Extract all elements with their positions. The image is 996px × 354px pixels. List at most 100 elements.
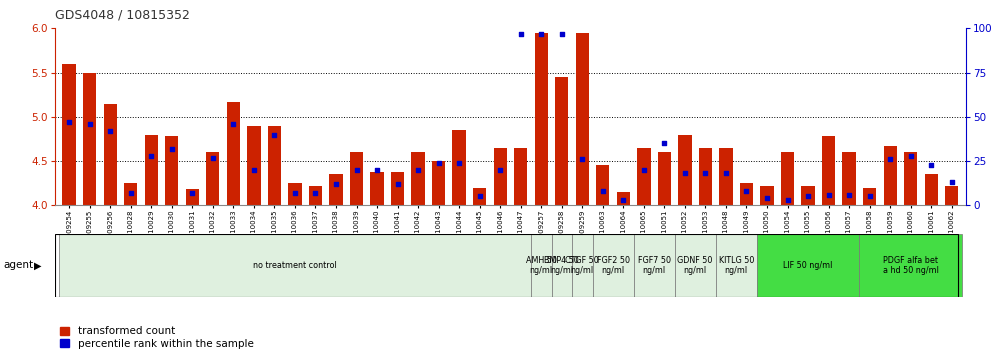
Point xyxy=(82,121,98,127)
Point xyxy=(472,194,488,199)
Bar xyxy=(185,189,199,205)
Bar xyxy=(757,234,860,297)
Bar xyxy=(657,152,671,205)
Text: PDGF alfa bet
a hd 50 ng/ml: PDGF alfa bet a hd 50 ng/ml xyxy=(882,256,938,275)
Bar xyxy=(165,136,178,205)
Bar xyxy=(63,64,76,205)
Point xyxy=(718,171,734,176)
Bar xyxy=(924,175,938,205)
Point xyxy=(513,31,529,36)
Point xyxy=(308,190,324,196)
Point xyxy=(103,128,119,134)
Point xyxy=(287,190,303,196)
Bar xyxy=(452,130,466,205)
Bar xyxy=(309,186,322,205)
Bar xyxy=(371,172,383,205)
Point xyxy=(246,167,262,173)
Bar xyxy=(473,188,486,205)
Point xyxy=(575,156,591,162)
Bar xyxy=(390,172,404,205)
Point xyxy=(61,119,77,125)
Bar xyxy=(637,148,650,205)
Legend: transformed count, percentile rank within the sample: transformed count, percentile rank withi… xyxy=(60,326,254,349)
Bar xyxy=(863,188,876,205)
Bar xyxy=(411,152,424,205)
Point xyxy=(821,192,837,198)
Point xyxy=(370,167,385,173)
Bar xyxy=(535,33,548,205)
Text: CTGF 50
ng/ml: CTGF 50 ng/ml xyxy=(566,256,600,275)
Point xyxy=(635,167,651,173)
Bar xyxy=(678,135,691,205)
Point xyxy=(759,195,775,201)
Point xyxy=(882,156,898,162)
Bar xyxy=(716,234,757,297)
Text: GDNF 50
ng/ml: GDNF 50 ng/ml xyxy=(677,256,713,275)
Point xyxy=(902,153,918,159)
Point xyxy=(492,167,508,173)
Bar xyxy=(493,148,507,205)
Point xyxy=(800,194,816,199)
Point xyxy=(451,160,467,166)
Bar xyxy=(247,126,261,205)
Bar xyxy=(740,183,753,205)
Bar xyxy=(350,152,364,205)
Bar xyxy=(633,234,674,297)
Text: FGF7 50
ng/ml: FGF7 50 ng/ml xyxy=(637,256,670,275)
Bar xyxy=(268,126,281,205)
Text: GDS4048 / 10815352: GDS4048 / 10815352 xyxy=(55,9,189,22)
Point xyxy=(554,31,570,36)
Text: no treatment control: no treatment control xyxy=(253,261,337,270)
Text: ▶: ▶ xyxy=(34,261,42,270)
Bar xyxy=(822,136,836,205)
Bar xyxy=(883,146,896,205)
Point xyxy=(842,192,858,198)
Bar xyxy=(552,234,572,297)
Point xyxy=(738,188,754,194)
Text: FGF2 50
ng/ml: FGF2 50 ng/ml xyxy=(597,256,629,275)
Text: agent: agent xyxy=(3,261,33,270)
Point xyxy=(677,171,693,176)
Point xyxy=(430,160,446,166)
Bar xyxy=(904,152,917,205)
Point xyxy=(780,197,796,203)
Bar xyxy=(288,183,302,205)
Point xyxy=(225,121,241,127)
Point xyxy=(656,141,672,146)
Point xyxy=(923,162,939,167)
Bar xyxy=(674,234,716,297)
Bar xyxy=(597,166,610,205)
Bar xyxy=(781,152,794,205)
Point xyxy=(616,197,631,203)
Point xyxy=(163,146,179,152)
Bar xyxy=(555,77,569,205)
Bar xyxy=(83,73,97,205)
Text: LIF 50 ng/ml: LIF 50 ng/ml xyxy=(784,261,833,270)
Text: KITLG 50
ng/ml: KITLG 50 ng/ml xyxy=(718,256,754,275)
Bar xyxy=(104,103,117,205)
Bar xyxy=(531,234,552,297)
Bar xyxy=(432,161,445,205)
Text: BMP4 50
ng/ml: BMP4 50 ng/ml xyxy=(545,256,579,275)
Bar xyxy=(802,186,815,205)
Bar xyxy=(617,192,630,205)
Point xyxy=(267,132,283,137)
Bar xyxy=(514,148,528,205)
Bar xyxy=(860,234,962,297)
Point xyxy=(349,167,365,173)
Bar xyxy=(760,186,774,205)
Point xyxy=(328,181,344,187)
Bar xyxy=(593,234,633,297)
Bar xyxy=(59,234,531,297)
Point xyxy=(123,190,138,196)
Bar xyxy=(330,175,343,205)
Bar xyxy=(206,152,219,205)
Point xyxy=(697,171,713,176)
Point xyxy=(944,179,960,185)
Bar xyxy=(719,148,733,205)
Point xyxy=(389,181,405,187)
Bar xyxy=(227,102,240,205)
Bar xyxy=(572,234,593,297)
Bar xyxy=(945,186,958,205)
Point xyxy=(862,194,877,199)
